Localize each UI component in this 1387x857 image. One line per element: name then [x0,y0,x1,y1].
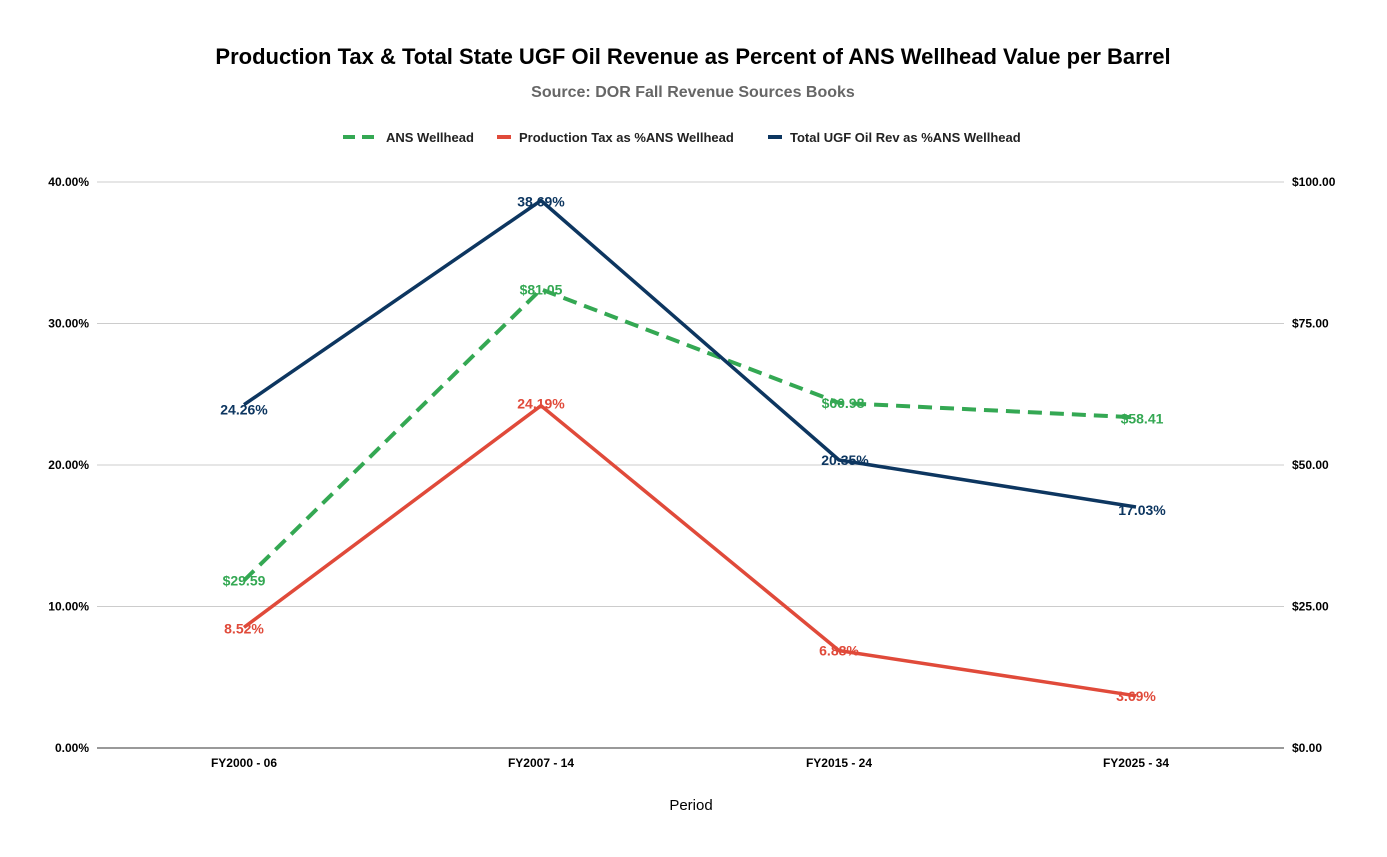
legend: ANS Wellhead Production Tax as %ANS Wellh… [343,130,1021,145]
y-axis-left: 0.00% 10.00% 20.00% 30.00% 40.00% [48,175,89,755]
data-label: $60.98 [822,395,865,411]
data-label: 6.88% [819,643,859,659]
y-left-tick-label: 20.00% [48,458,89,472]
data-label: 17.03% [1118,502,1166,518]
legend-label: ANS Wellhead [386,130,474,145]
x-tick-label: FY2000 - 06 [211,756,277,770]
series-line [242,403,1137,698]
series-line [243,198,1137,509]
data-label: $81.05 [520,281,563,297]
data-labels: $29.59 $81.05 $60.98 $58.41 8.52% 24.19% 6.88%… [220,194,1166,704]
x-tick-label: FY2015 - 24 [806,756,872,770]
data-label: 24.26% [220,402,268,418]
data-label: $29.59 [223,573,266,589]
series-line [242,287,1137,582]
x-tick-label: FY2007 - 14 [508,756,574,770]
y-right-tick-label: $0.00 [1292,741,1322,755]
chart-subtitle: Source: DOR Fall Revenue Sources Books [531,84,855,101]
data-label: 20.35% [821,452,869,468]
data-label: 3.69% [1116,688,1156,704]
data-label: 8.52% [224,620,264,636]
y-left-tick-label: 40.00% [48,175,89,189]
legend-item: ANS Wellhead [343,130,474,145]
x-axis: FY2000 - 06 FY2007 - 14 FY2015 - 24 FY2025 … [211,756,1169,770]
chart-title: Production Tax & Total State UGF Oil Rev… [215,44,1170,69]
y-right-tick-label: $50.00 [1292,458,1329,472]
y-left-tick-label: 0.00% [55,741,89,755]
y-left-tick-label: 30.00% [48,317,89,331]
y-right-tick-label: $75.00 [1292,317,1329,331]
y-axis-right: $0.00 $25.00 $50.00 $75.00 $100.00 [1292,175,1336,755]
legend-label: Production Tax as %ANS Wellhead [519,130,734,145]
data-label: $58.41 [1121,410,1164,426]
gridlines [97,181,1284,749]
data-label: 24.19% [517,396,565,412]
data-label: 38.69% [517,194,565,210]
y-right-tick-label: $100.00 [1292,175,1336,189]
x-tick-label: FY2025 - 34 [1103,756,1169,770]
legend-item: Total UGF Oil Rev as %ANS Wellhead [768,130,1021,145]
series-lines [242,198,1137,698]
legend-item: Production Tax as %ANS Wellhead [497,130,734,145]
y-left-tick-label: 10.00% [48,600,89,614]
legend-label: Total UGF Oil Rev as %ANS Wellhead [790,130,1021,145]
y-right-tick-label: $25.00 [1292,600,1329,614]
x-axis-title: Period [669,797,712,814]
